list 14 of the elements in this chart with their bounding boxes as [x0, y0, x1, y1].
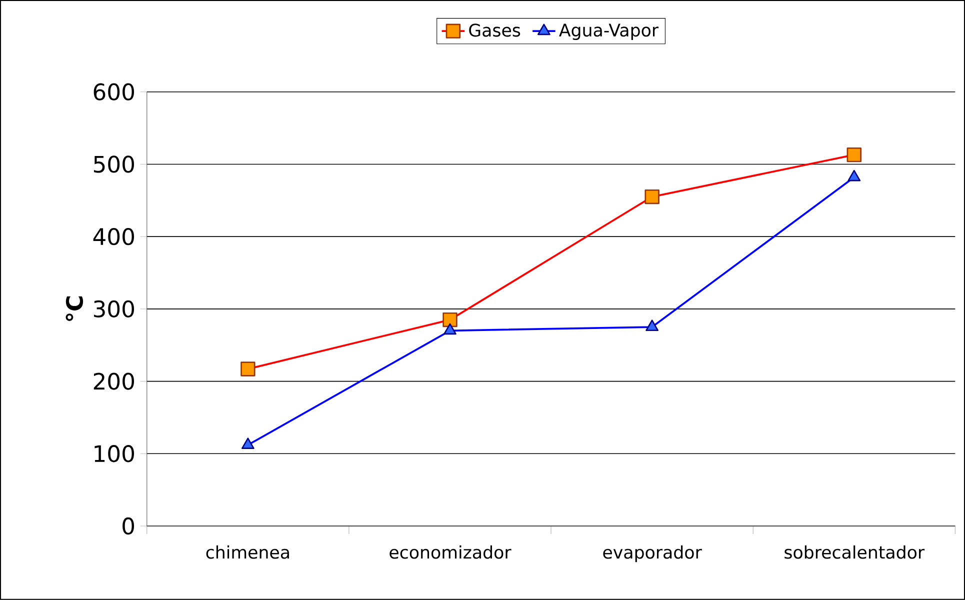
x-tick-label: evaporador [603, 545, 702, 562]
legend-label: Gases [469, 24, 520, 37]
x-tick-label: economizador [390, 545, 512, 559]
y-tick-label: 300 [94, 300, 134, 318]
legend-label: Agua-Vapor [559, 24, 659, 40]
y-tick-label: 0 [122, 517, 134, 535]
y-tick-label: 500 [94, 156, 134, 173]
y-tick-label: 400 [93, 228, 134, 246]
x-tick-label: chimenea [206, 545, 289, 559]
y-tick-label: 100 [94, 445, 134, 462]
y-tick-label: 200 [94, 372, 134, 390]
y-axis-title: °C [66, 296, 84, 322]
x-tick-label: sobrecalentador [784, 545, 925, 559]
y-tick-label: 600 [94, 83, 134, 100]
